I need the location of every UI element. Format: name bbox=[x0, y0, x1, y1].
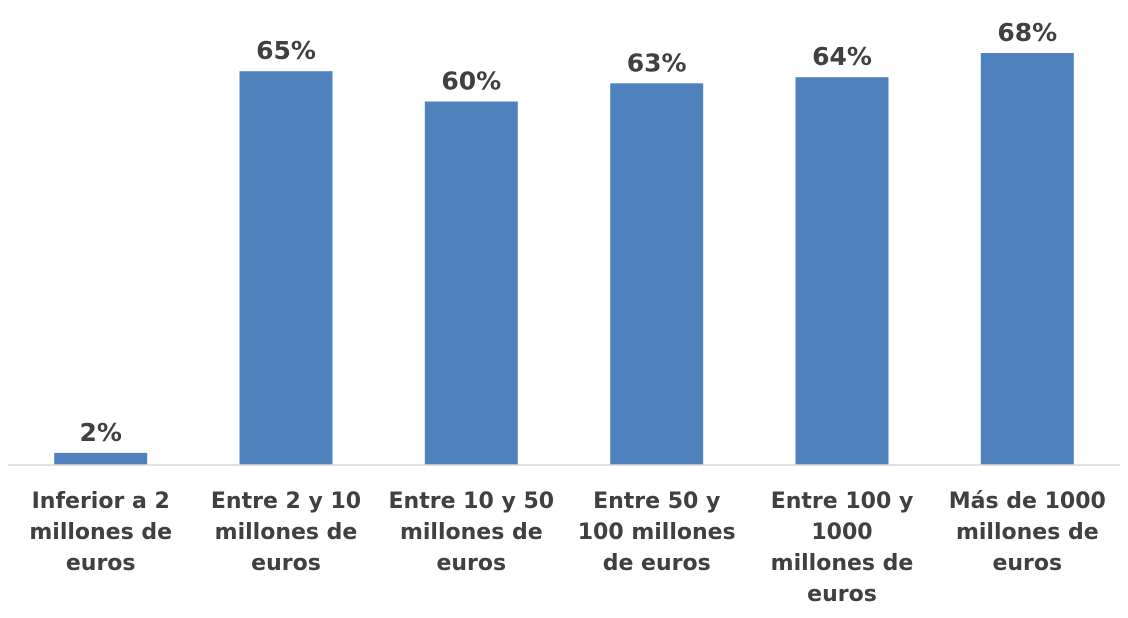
category-label-line: de euros bbox=[603, 551, 711, 576]
data-label-2: 65% bbox=[256, 36, 316, 65]
bar-2 bbox=[239, 71, 333, 465]
bar-4 bbox=[610, 83, 704, 466]
data-label-1: 2% bbox=[79, 418, 121, 447]
category-label-line: euros bbox=[66, 551, 136, 576]
category-label-line: 1000 bbox=[811, 520, 872, 545]
category-label-4: Entre 50 y 100 millones de euros bbox=[578, 489, 736, 576]
category-label-line: millones de bbox=[956, 520, 1099, 545]
bar-1 bbox=[54, 452, 148, 465]
data-label-3: 60% bbox=[441, 67, 501, 96]
bar-3 bbox=[424, 101, 518, 465]
category-label-line: euros bbox=[251, 551, 321, 576]
category-label-line: Entre 2 y 10 bbox=[211, 489, 361, 514]
bars-group bbox=[54, 53, 1074, 466]
data-label-6: 68% bbox=[997, 18, 1057, 47]
category-label-line: Entre 50 y bbox=[593, 489, 720, 514]
category-label-line: Inferior a 2 bbox=[32, 489, 170, 514]
bar-5 bbox=[795, 77, 889, 465]
category-label-6: Más de 1000 millones de euros bbox=[949, 489, 1106, 576]
data-label-4: 63% bbox=[627, 48, 687, 77]
category-label-1: Inferior a 2 millones de euros bbox=[29, 489, 172, 576]
category-label-line: Entre 100 y bbox=[771, 489, 914, 514]
category-label-line: euros bbox=[807, 582, 877, 607]
category-label-3: Entre 10 y 50 millones de euros bbox=[389, 489, 555, 576]
category-label-line: millones de bbox=[771, 551, 914, 576]
category-label-line: millones de bbox=[215, 520, 358, 545]
category-label-5: Entre 100 y 1000 millones de euros bbox=[771, 489, 914, 607]
data-labels-group: 2% 65% 60% 63% 64% 68% bbox=[79, 18, 1057, 447]
category-label-line: Entre 10 y 50 bbox=[389, 489, 555, 514]
category-label-line: 100 millones bbox=[578, 520, 736, 545]
data-label-5: 64% bbox=[812, 42, 872, 71]
category-label-line: euros bbox=[992, 551, 1062, 576]
category-label-line: Más de 1000 bbox=[949, 489, 1106, 514]
category-label-line: millones de bbox=[400, 520, 543, 545]
bar-6 bbox=[980, 53, 1074, 465]
category-label-line: euros bbox=[436, 551, 506, 576]
category-label-2: Entre 2 y 10 millones de euros bbox=[211, 489, 361, 576]
category-label-line: millones de bbox=[29, 520, 172, 545]
